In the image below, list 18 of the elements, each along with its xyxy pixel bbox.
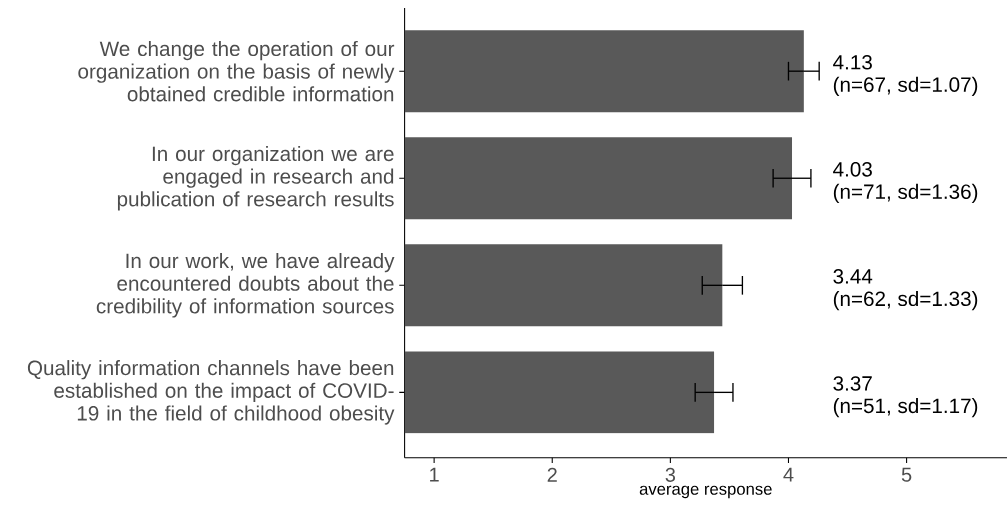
data-label: 4.03 — [833, 162, 872, 177]
x-tick-label: 4 — [783, 467, 794, 482]
data-label: 3.44 — [833, 269, 873, 284]
x-tick-label: 2 — [547, 467, 557, 482]
y-tick-label: We change the operation of our organization on the basis of newly obtained credible information — [78, 40, 395, 102]
y-tick-label: Quality information channels have been established on the impact of COVID-19 in the field of childhood obesity — [27, 360, 395, 425]
x-tick-label: 1 — [430, 467, 439, 482]
x-tick-label: 3 — [665, 467, 676, 482]
y-tick-label: In our organization we are engaged in research and publication of research results — [117, 145, 394, 211]
data-label: 4.13 — [833, 54, 872, 70]
x-axis-title: average response — [639, 485, 772, 499]
data-label: 3.37 — [833, 376, 872, 391]
y-tick-label: In our work, we have already encountered doubts about the credibility of information sources — [96, 253, 395, 318]
annotation: (n=62, sd=1.33) — [833, 290, 978, 311]
annotation: (n=67, sd=1.07) — [833, 76, 978, 97]
x-tick-label: 5 — [901, 467, 912, 482]
annotation: (n=51, sd=1.17) — [833, 397, 978, 418]
annotation: (n=71, sd=1.36) — [833, 183, 978, 204]
